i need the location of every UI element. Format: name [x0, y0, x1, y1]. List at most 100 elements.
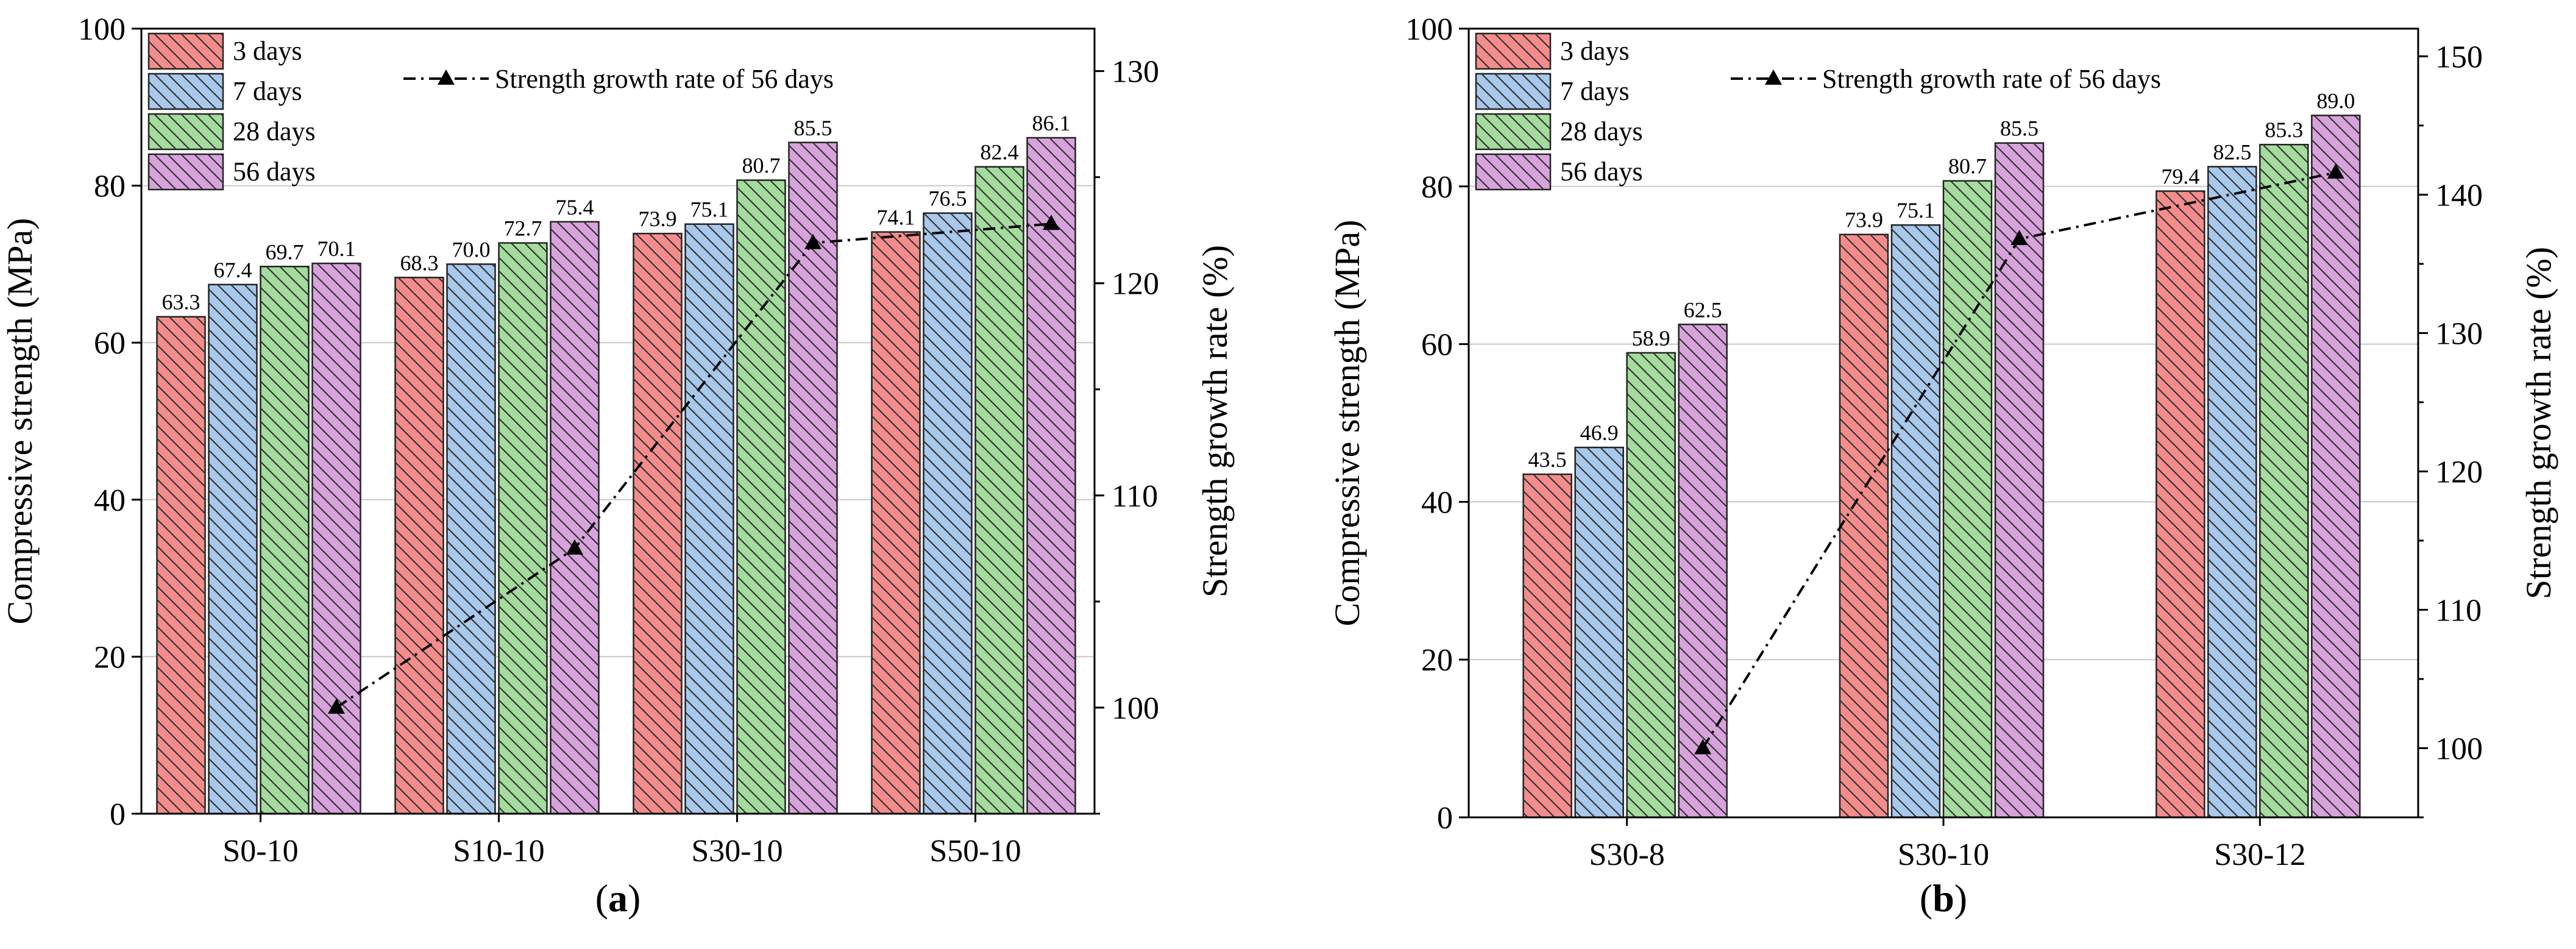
bar-value-label: 80.7: [1948, 154, 1987, 179]
bar-hatch: [975, 166, 1024, 814]
growth-rate-marker: [2010, 230, 2028, 246]
legend-swatch-hatch: [1476, 74, 1550, 109]
panel-label: (a): [595, 876, 641, 920]
bar-hatch: [1678, 324, 1727, 817]
bar-hatch: [1943, 180, 1992, 818]
bar-hatch: [1523, 474, 1572, 817]
bar-hatch: [312, 263, 361, 814]
bar-hatch: [208, 284, 257, 814]
bar-hatch: [2156, 191, 2205, 818]
bar-value-label: 46.9: [1580, 421, 1619, 445]
bar-value-label: 72.7: [504, 216, 542, 241]
growth-rate-marker: [2327, 163, 2344, 179]
legend-swatch-hatch: [149, 34, 223, 69]
y-tick-label: 40: [94, 483, 126, 518]
y2-axis-title: Strength growth rate (%): [1195, 245, 1235, 597]
y-tick-label: 60: [94, 326, 126, 361]
bar-hatch: [1627, 352, 1675, 817]
y2-tick-label: 100: [2435, 731, 2483, 766]
legend-swatch-hatch: [1476, 154, 1550, 190]
bar-value-label: 75.1: [690, 197, 729, 222]
bar-value-label: 85.5: [2000, 116, 2038, 141]
legend-label: 28 days: [233, 116, 316, 146]
legend-swatch-hatch: [1476, 34, 1550, 69]
bar-value-label: 86.1: [1032, 111, 1071, 135]
legend-label: 56 days: [1560, 157, 1643, 187]
legend-swatch-hatch: [149, 154, 223, 190]
y-tick-label: 20: [94, 640, 126, 675]
bar-value-label: 62.5: [1684, 297, 1722, 322]
x-tick-label: S30-10: [691, 834, 782, 869]
y2-tick-label: 110: [2435, 593, 2482, 628]
bar-value-label: 85.5: [794, 116, 832, 140]
growth-rate-marker: [566, 539, 583, 555]
y-tick-label: 0: [1437, 801, 1453, 836]
bar-hatch: [2260, 144, 2308, 817]
x-tick-label: S30-12: [2214, 837, 2305, 872]
growth-rate-marker: [1694, 739, 1712, 755]
bar-hatch: [447, 264, 495, 814]
bar-value-label: 69.7: [266, 240, 304, 264]
legend-swatch-hatch: [1476, 114, 1550, 149]
y2-tick-label: 120: [1112, 267, 1159, 302]
y2-axis-title: Strength growth rate (%): [2519, 247, 2558, 599]
bar-value-label: 43.5: [1528, 447, 1567, 472]
y2-tick-label: 120: [2435, 455, 2483, 489]
chart-panel-b: 43.5 73.9 79.4 46.9 75.1 82.5 58.9 80.7 85.3 62.5…: [1327, 12, 2558, 920]
legend-swatch-hatch: [149, 74, 223, 109]
bar-hatch: [1995, 143, 2043, 817]
legend-swatch-hatch: [149, 114, 223, 149]
bar-hatch: [1027, 138, 1076, 814]
y-tick-label: 20: [1421, 643, 1453, 678]
y-tick-label: 80: [1421, 170, 1453, 205]
plot-frame: [140, 27, 1096, 815]
legend-label: 28 days: [1560, 116, 1643, 146]
y-axis-title: Compressive strength (MPa): [1327, 220, 1367, 627]
bar-hatch: [2208, 166, 2257, 818]
growth-rate-marker: [1043, 215, 1060, 230]
bar-value-label: 68.3: [400, 251, 439, 275]
bar-hatch: [260, 266, 309, 814]
bar-hatch: [1840, 234, 1888, 817]
bar-hatch: [871, 232, 920, 814]
x-tick-label: S30-8: [1589, 837, 1665, 872]
bar-hatch: [1892, 225, 1940, 817]
legend-line-label: Strength growth rate of 56 days: [1822, 64, 2161, 94]
legend-label: 56 days: [233, 157, 316, 187]
y-tick-label: 40: [1421, 485, 1453, 520]
bar-value-label: 58.9: [1632, 326, 1670, 350]
y-tick-label: 100: [78, 12, 126, 47]
y2-tick-label: 100: [1112, 691, 1159, 726]
bar-hatch: [550, 221, 599, 814]
bar-value-label: 73.9: [1845, 208, 1883, 232]
bar-hatch: [2312, 115, 2360, 818]
y-tick-label: 60: [1421, 328, 1453, 363]
growth-rate-marker: [328, 698, 345, 714]
bar-hatch: [1575, 447, 1623, 817]
bar-value-label: 70.0: [452, 237, 491, 261]
bar-hatch: [499, 243, 547, 814]
y2-tick-label: 130: [1112, 55, 1159, 90]
bar-hatch: [157, 316, 205, 814]
legend-label: 3 days: [233, 36, 302, 66]
growth-rate-marker: [804, 233, 821, 249]
bar-hatch: [395, 277, 444, 814]
y-tick-label: 0: [110, 797, 126, 832]
y2-tick-label: 110: [1112, 479, 1158, 514]
bar-hatch: [789, 142, 837, 814]
x-tick-label: S10-10: [453, 834, 544, 869]
x-tick-label: S50-10: [929, 834, 1021, 869]
y2-tick-label: 150: [2435, 40, 2483, 74]
bar-hatch: [685, 224, 734, 814]
bar-value-label: 79.4: [2161, 165, 2199, 189]
bar-hatch: [923, 213, 972, 814]
legend-line-marker: [438, 69, 455, 85]
x-tick-label: S30-10: [1898, 837, 1989, 872]
bar-value-label: 76.5: [929, 187, 967, 211]
x-tick-label: S0-10: [222, 834, 298, 869]
legend-line-label: Strength growth rate of 56 days: [495, 64, 834, 94]
bar-value-label: 74.1: [877, 205, 915, 230]
bar-value-label: 70.1: [318, 236, 356, 261]
bar-value-label: 75.1: [1897, 198, 1935, 222]
